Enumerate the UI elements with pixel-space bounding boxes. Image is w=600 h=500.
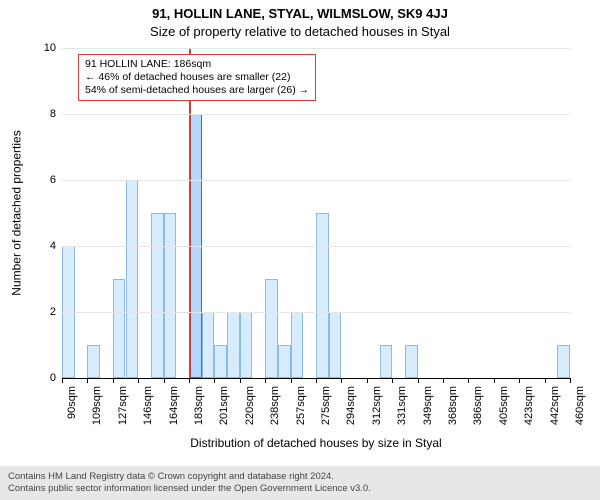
x-tick-label: 127sqm: [117, 386, 129, 425]
x-ticks-group: 90sqm 109sqm 127sqm 146sqm 164sqm 183sqm 201sq…: [62, 378, 570, 438]
grid-line: [62, 312, 570, 313]
bar: [278, 345, 291, 378]
x-tick-mark: [189, 378, 190, 383]
x-tick-mark: [519, 378, 520, 383]
x-tick-label: 386sqm: [472, 386, 484, 425]
x-tick-label: 146sqm: [142, 386, 154, 425]
bar: [316, 213, 329, 378]
annotation-line3: 54% of semi-detached houses are larger (…: [85, 84, 309, 97]
x-tick-mark: [87, 378, 88, 383]
annotation-box: 91 HOLLIN LANE: 186sqm ← 46% of detached…: [78, 54, 316, 101]
footer-line1: Contains HM Land Registry data © Crown c…: [8, 471, 592, 483]
y-tick: 8: [16, 108, 56, 120]
x-axis-label: Distribution of detached houses by size …: [62, 436, 570, 450]
bar: [151, 213, 164, 378]
x-tick-mark: [240, 378, 241, 383]
x-tick-mark: [164, 378, 165, 383]
x-tick-mark: [570, 378, 571, 383]
x-tick-mark: [392, 378, 393, 383]
x-tick-mark: [418, 378, 419, 383]
bar: [227, 312, 240, 378]
grid-line: [62, 48, 570, 49]
x-tick-mark: [468, 378, 469, 383]
chart-area: 91 HOLLIN LANE: 186sqm ← 46% of detached…: [62, 48, 570, 378]
bar: [126, 180, 139, 378]
x-tick-label: 164sqm: [168, 386, 180, 425]
bar: [240, 312, 253, 378]
x-tick-label: 423sqm: [523, 386, 535, 425]
x-tick-label: 220sqm: [244, 386, 256, 425]
x-tick-label: 90sqm: [66, 386, 78, 419]
footer-line2: Contains public sector information licen…: [8, 483, 592, 495]
annotation-line2: ← 46% of detached houses are smaller (22…: [85, 71, 309, 84]
x-tick-mark: [341, 378, 342, 383]
y-tick: 4: [16, 240, 56, 252]
bar: [87, 345, 100, 378]
x-tick-mark: [316, 378, 317, 383]
x-tick-mark: [214, 378, 215, 383]
x-tick-label: 312sqm: [371, 386, 383, 425]
y-tick: 10: [16, 42, 56, 54]
x-tick-mark: [545, 378, 546, 383]
x-tick-label: 294sqm: [345, 386, 357, 425]
grid-line: [62, 246, 570, 247]
x-tick-label: 349sqm: [422, 386, 434, 425]
y-tick: 0: [16, 372, 56, 384]
chart-container: 91, HOLLIN LANE, STYAL, WILMSLOW, SK9 4J…: [0, 0, 600, 500]
x-tick-mark: [62, 378, 63, 383]
bar: [380, 345, 393, 378]
x-tick-label: 460sqm: [574, 386, 586, 425]
x-tick-label: 405sqm: [498, 386, 510, 425]
y-axis-label: Number of detached properties: [10, 130, 24, 295]
x-tick-label: 275sqm: [320, 386, 332, 425]
bar: [291, 312, 304, 378]
x-tick-label: 442sqm: [549, 386, 561, 425]
annotation-line1: 91 HOLLIN LANE: 186sqm: [85, 58, 309, 71]
bar: [329, 312, 342, 378]
x-tick-label: 183sqm: [193, 386, 205, 425]
x-tick-mark: [291, 378, 292, 383]
grid-line: [62, 180, 570, 181]
y-tick: 2: [16, 306, 56, 318]
x-tick-label: 201sqm: [218, 386, 230, 425]
grid-line: [62, 114, 570, 115]
x-tick-mark: [443, 378, 444, 383]
x-tick-mark: [494, 378, 495, 383]
bar: [557, 345, 570, 378]
x-tick-label: 257sqm: [295, 386, 307, 425]
page-title: 91, HOLLIN LANE, STYAL, WILMSLOW, SK9 4J…: [0, 0, 600, 22]
x-tick-mark: [265, 378, 266, 383]
x-tick-label: 109sqm: [91, 386, 103, 425]
page-subtitle: Size of property relative to detached ho…: [0, 22, 600, 42]
y-axis-label-wrap: Number of detached properties: [10, 48, 24, 378]
x-tick-label: 331sqm: [396, 386, 408, 425]
bar: [265, 279, 278, 378]
x-tick-mark: [138, 378, 139, 383]
bar: [113, 279, 126, 378]
x-tick-mark: [113, 378, 114, 383]
bar: [164, 213, 177, 378]
x-tick-label: 238sqm: [269, 386, 281, 425]
y-tick: 6: [16, 174, 56, 186]
bar: [405, 345, 418, 378]
bar: [202, 312, 215, 378]
x-tick-label: 368sqm: [447, 386, 459, 425]
x-tick-mark: [367, 378, 368, 383]
footer: Contains HM Land Registry data © Crown c…: [0, 466, 600, 500]
bar: [214, 345, 227, 378]
